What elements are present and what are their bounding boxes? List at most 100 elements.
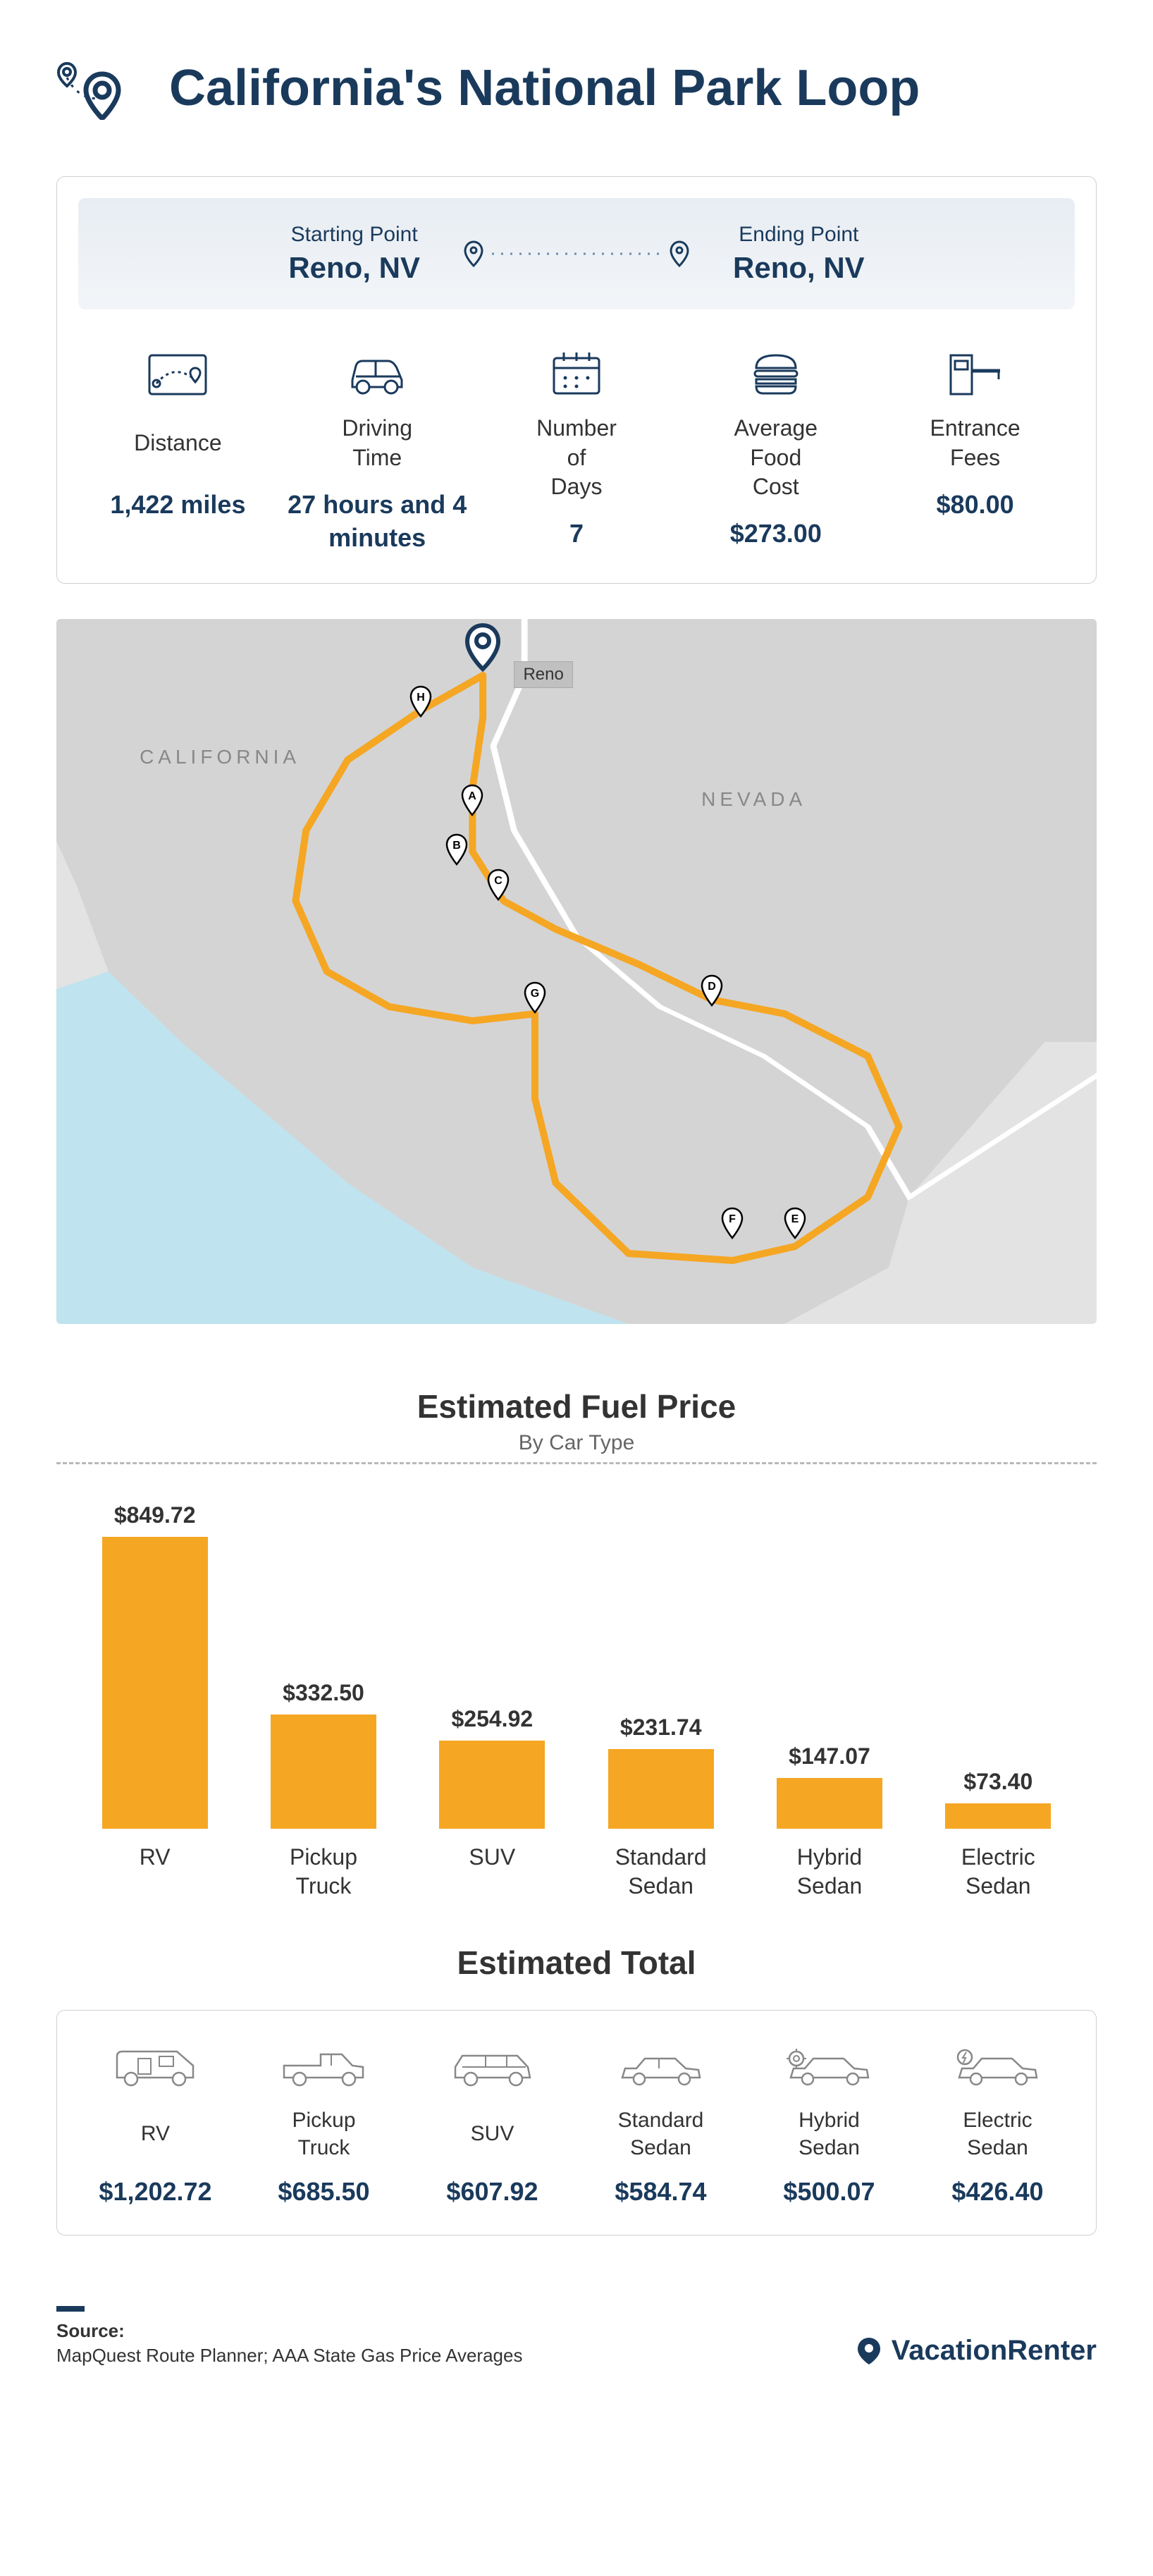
sedan-icon bbox=[584, 2039, 738, 2095]
map-city-label: Reno bbox=[514, 661, 572, 688]
fuel-bar-value: $849.72 bbox=[114, 1502, 196, 1528]
map-waypoint: C bbox=[486, 869, 511, 901]
fuel-bar-value: $332.50 bbox=[283, 1680, 364, 1706]
fuel-bar-value: $231.74 bbox=[620, 1715, 702, 1741]
map-waypoint: D bbox=[699, 974, 725, 1007]
fuel-bar-label: SUV bbox=[408, 1843, 576, 1901]
stat-block: EntranceFees $80.00 bbox=[875, 345, 1075, 555]
fuel-bar: $73.40 bbox=[914, 1485, 1083, 1829]
start-value: Reno, NV bbox=[288, 251, 420, 285]
source-text: MapQuest Route Planner; AAA State Gas Pr… bbox=[56, 2345, 522, 2367]
brand-mark-icon bbox=[853, 2335, 884, 2366]
svg-text:E: E bbox=[791, 1213, 799, 1225]
map-waypoint: E bbox=[782, 1207, 808, 1239]
svg-text:G: G bbox=[531, 988, 539, 1000]
toll-icon bbox=[944, 345, 1007, 401]
fuel-bar-value: $147.07 bbox=[789, 1743, 870, 1770]
fuel-bar-label: PickupTruck bbox=[239, 1843, 407, 1901]
stat-block: AverageFoodCost $273.00 bbox=[676, 345, 875, 555]
fuel-bar-rect bbox=[102, 1537, 208, 1829]
fuel-bar: $147.07 bbox=[745, 1485, 913, 1829]
fuel-bar-label: StandardSedan bbox=[576, 1843, 745, 1901]
pin-icon bbox=[668, 240, 691, 267]
stat-value: 1,422 miles bbox=[110, 489, 245, 522]
fuel-bar-rect bbox=[271, 1715, 376, 1829]
fuel-bar: $332.50 bbox=[239, 1485, 407, 1829]
map-waypoint: G bbox=[522, 981, 548, 1014]
brand-logo: VacationRenter bbox=[853, 2335, 1097, 2367]
total-label: PickupTruck bbox=[247, 2106, 401, 2161]
fuel-bar: $254.92 bbox=[408, 1485, 576, 1829]
total-value: $426.40 bbox=[920, 2177, 1075, 2207]
suv-icon bbox=[415, 2039, 569, 2095]
total-block: ElectricSedan $426.40 bbox=[913, 2039, 1082, 2207]
source-label: Source: bbox=[56, 2320, 522, 2342]
location-logo-icon bbox=[56, 56, 141, 120]
stat-label: Distance bbox=[134, 414, 222, 473]
car-icon bbox=[342, 345, 412, 401]
map-waypoint: B bbox=[444, 833, 469, 866]
svg-text:A: A bbox=[469, 790, 477, 802]
stat-block: Distance 1,422 miles bbox=[78, 345, 278, 555]
stats-row: Distance 1,422 miles DrivingTime 27 hour… bbox=[57, 331, 1096, 583]
fuel-bar-rect bbox=[945, 1803, 1051, 1829]
map-waypoint: F bbox=[720, 1207, 745, 1239]
summary-card: Starting Point Reno, NV Ending Point Ren… bbox=[56, 176, 1097, 584]
fuel-bar-label: ElectricSedan bbox=[914, 1843, 1083, 1901]
fuel-bar-value: $73.40 bbox=[963, 1769, 1032, 1795]
start-point: Starting Point Reno, NV bbox=[288, 223, 420, 285]
fuel-bar: $849.72 bbox=[70, 1485, 239, 1829]
total-block: RV $1,202.72 bbox=[71, 2039, 240, 2207]
total-label: SUV bbox=[415, 2106, 569, 2161]
svg-text:D: D bbox=[708, 981, 716, 993]
total-value: $500.07 bbox=[752, 2177, 906, 2207]
total-value: $1,202.72 bbox=[78, 2177, 233, 2207]
map-state-label: CALIFORNIA bbox=[140, 746, 300, 768]
route-connector bbox=[462, 240, 691, 267]
fuel-bar-rect bbox=[777, 1778, 882, 1829]
fuel-bar: $231.74 bbox=[576, 1485, 745, 1829]
totals-card: RV $1,202.72 PickupTruck $685.50 SUV $60… bbox=[56, 2010, 1097, 2235]
total-label: HybridSedan bbox=[752, 2106, 906, 2161]
stat-label: DrivingTime bbox=[342, 414, 412, 473]
end-value: Reno, NV bbox=[733, 251, 865, 285]
electric-icon bbox=[920, 2039, 1075, 2095]
fuel-bar-rect bbox=[608, 1749, 714, 1829]
map-waypoint: A bbox=[460, 784, 485, 816]
svg-text:B: B bbox=[452, 840, 461, 852]
pickup-icon bbox=[247, 2039, 401, 2095]
fuel-bar-label: RV bbox=[70, 1843, 239, 1901]
stat-block: DrivingTime 27 hours and 4 minutes bbox=[278, 345, 477, 555]
stat-value: $80.00 bbox=[937, 489, 1014, 522]
total-block: HybridSedan $500.07 bbox=[745, 2039, 913, 2207]
total-block: StandardSedan $584.74 bbox=[576, 2039, 745, 2207]
burger-icon bbox=[748, 345, 804, 401]
map-route-icon bbox=[146, 345, 209, 401]
stat-block: NumberofDays 7 bbox=[477, 345, 677, 555]
end-label: Ending Point bbox=[733, 223, 865, 247]
start-end-bar: Starting Point Reno, NV Ending Point Ren… bbox=[78, 198, 1075, 309]
svg-text:C: C bbox=[495, 875, 503, 887]
fuel-chart-section: Estimated Fuel Price By Car Type $849.72… bbox=[56, 1387, 1097, 1901]
total-block: PickupTruck $685.50 bbox=[240, 2039, 408, 2207]
start-label: Starting Point bbox=[288, 223, 420, 247]
total-value: $584.74 bbox=[584, 2177, 738, 2207]
map-start-pin bbox=[463, 622, 502, 675]
page-footer: Source: MapQuest Route Planner; AAA Stat… bbox=[56, 2292, 1097, 2367]
stat-value: 27 hours and 4 minutes bbox=[286, 489, 469, 555]
total-label: RV bbox=[78, 2106, 233, 2161]
total-label: StandardSedan bbox=[584, 2106, 738, 2161]
brand-name: VacationRenter bbox=[892, 2335, 1097, 2367]
total-value: $685.50 bbox=[247, 2177, 401, 2207]
total-value: $607.92 bbox=[415, 2177, 569, 2207]
stat-value: 7 bbox=[569, 517, 584, 551]
fuel-chart-subtitle: By Car Type bbox=[56, 1431, 1097, 1455]
stat-label: EntranceFees bbox=[930, 414, 1021, 473]
map-waypoint: H bbox=[408, 685, 433, 718]
end-point: Ending Point Reno, NV bbox=[733, 223, 865, 285]
map-state-label: NEVADA bbox=[701, 788, 806, 811]
fuel-bar-rect bbox=[439, 1741, 545, 1828]
source-block: Source: MapQuest Route Planner; AAA Stat… bbox=[56, 2306, 522, 2367]
svg-text:H: H bbox=[417, 692, 425, 704]
hybrid-icon bbox=[752, 2039, 906, 2095]
